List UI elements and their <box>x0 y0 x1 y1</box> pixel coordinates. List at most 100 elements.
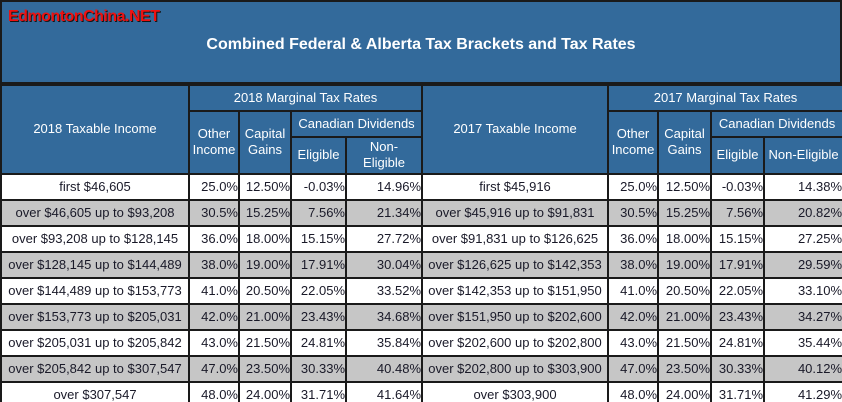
header-row-sub: Other Income Capital Gains Canadian Divi… <box>1 110 842 175</box>
rate-cell: 30.5% <box>607 198 660 227</box>
income-range-cell: over $142,353 up to $151,950 <box>421 276 610 305</box>
col-header-2017-taxable-income: 2017 Taxable Income <box>421 84 610 175</box>
table-row: over $205,842 up to $307,547 47.0% 23.50% 3… <box>0 354 842 383</box>
income-range-cell: over $144,489 up to $153,773 <box>0 276 190 305</box>
tax-table-body: first $46,605 25.0% 12.50% -0.03% 14.96% firs… <box>0 172 842 402</box>
rate-cell: 17.91% <box>290 250 347 279</box>
rate-cell: 41.29% <box>763 380 842 402</box>
col-header-2017-marginal-rates: 2017 Marginal Tax Rates <box>607 84 842 112</box>
rate-cell: 48.0% <box>188 380 240 402</box>
rate-cell: 30.33% <box>710 354 766 383</box>
rate-cell: 30.04% <box>344 250 424 279</box>
rate-cell: 23.50% <box>238 354 292 383</box>
income-range-cell: over $45,916 up to $91,831 <box>421 198 610 227</box>
rate-cell: 22.05% <box>710 276 766 305</box>
rate-cell: 15.25% <box>238 198 292 227</box>
title-banner: EdmontonChina.NET Combined Federal & Alb… <box>0 0 842 84</box>
rate-cell: 25.0% <box>607 172 660 201</box>
rate-cell: 18.00% <box>657 224 713 253</box>
table-row: over $93,208 up to $128,145 36.0% 18.00% 15… <box>0 224 842 253</box>
rate-cell: 21.00% <box>657 302 713 331</box>
rate-cell: 23.43% <box>290 302 347 331</box>
income-range-cell: over $151,950 up to $202,600 <box>421 302 610 331</box>
rate-cell: 30.33% <box>290 354 347 383</box>
rate-cell: 25.0% <box>188 172 240 201</box>
rate-cell: 35.44% <box>763 328 842 357</box>
table-row: over $307,547 48.0% 24.00% 31.71% 41.64% over… <box>0 380 842 402</box>
rate-cell: 24.00% <box>238 380 292 402</box>
table-row: first $46,605 25.0% 12.50% -0.03% 14.96% firs… <box>0 172 842 201</box>
rate-cell: 47.0% <box>188 354 240 383</box>
rate-cell: 24.00% <box>657 380 713 402</box>
rate-cell: 41.0% <box>607 276 660 305</box>
rate-cell: 38.0% <box>188 250 240 279</box>
rate-cell: 43.0% <box>607 328 660 357</box>
income-range-cell: over $93,208 up to $128,145 <box>0 224 190 253</box>
watermark-text: EdmontonChina.NET <box>8 8 160 25</box>
income-range-cell: over $303,900 <box>421 380 610 402</box>
col-header-2018-taxable-income: 2018 Taxable Income <box>0 84 190 175</box>
rate-cell: 34.27% <box>763 302 842 331</box>
col-header-2017-other-income: Other Income <box>607 110 660 175</box>
income-range-cell: first $46,605 <box>0 172 190 201</box>
income-range-cell: over $307,547 <box>0 380 190 402</box>
rate-cell: 15.25% <box>657 198 713 227</box>
rate-cell: 31.71% <box>290 380 347 402</box>
col-header-2017-canadian-dividends: Canadian Dividends <box>710 110 842 138</box>
rate-cell: -0.03% <box>710 172 766 201</box>
income-range-cell: over $205,842 up to $307,547 <box>0 354 190 383</box>
rate-cell: 17.91% <box>710 250 766 279</box>
col-header-2017-non-eligible: Non-Eligible <box>763 136 842 175</box>
col-header-2018-other-income: Other Income <box>188 110 240 175</box>
table-row: over $144,489 up to $153,773 41.0% 20.50% 2… <box>0 276 842 305</box>
col-header-2018-eligible: Eligible <box>290 136 347 175</box>
rate-cell: 42.0% <box>188 302 240 331</box>
col-header-2018-canadian-dividends: Canadian Dividends <box>289 110 424 138</box>
table-row: over $128,145 up to $144,489 38.0% 19.00% 1… <box>0 250 842 279</box>
rate-cell: 27.72% <box>344 224 424 253</box>
rate-cell: 21.50% <box>238 328 292 357</box>
col-header-2018-capital-gains: Capital Gains <box>238 110 292 175</box>
income-range-cell: over $128,145 up to $144,489 <box>0 250 190 279</box>
rate-cell: 7.56% <box>290 198 347 227</box>
header-row-group: 2018 Taxable Income 2018 Marginal Tax Ra… <box>0 84 842 175</box>
income-range-cell: over $91,831 up to $126,625 <box>421 224 610 253</box>
rate-cell: 33.10% <box>763 276 842 305</box>
tax-table: 2018 Taxable Income 2018 Marginal Tax Ra… <box>0 84 842 402</box>
rate-cell: 41.0% <box>188 276 240 305</box>
header-row-dividend-types: Eligible Non-Eligible Eligible Non-Eligi… <box>1 136 842 175</box>
rate-cell: 12.50% <box>657 172 713 201</box>
rate-cell: 20.50% <box>238 276 292 305</box>
rate-cell: 40.48% <box>344 354 424 383</box>
rate-cell: 7.56% <box>710 198 766 227</box>
rate-cell: 36.0% <box>188 224 240 253</box>
rate-cell: 30.5% <box>188 198 240 227</box>
rate-cell: 42.0% <box>607 302 660 331</box>
rate-cell: 35.84% <box>344 328 424 357</box>
rate-cell: 14.38% <box>763 172 842 201</box>
page-title: Combined Federal & Alberta Tax Brackets … <box>206 36 636 53</box>
rate-cell: 20.82% <box>763 198 842 227</box>
table-row: over $205,031 up to $205,842 43.0% 21.50% 2… <box>0 328 842 357</box>
income-range-cell: over $153,773 up to $205,031 <box>0 302 190 331</box>
table-row: over $153,773 up to $205,031 42.0% 21.00% 2… <box>0 302 842 331</box>
rate-cell: 15.15% <box>710 224 766 253</box>
rate-cell: 21.50% <box>657 328 713 357</box>
rate-cell: 36.0% <box>607 224 660 253</box>
rate-cell: 48.0% <box>607 380 660 402</box>
rate-cell: 29.59% <box>763 250 842 279</box>
income-range-cell: over $126,625 up to $142,353 <box>421 250 610 279</box>
rate-cell: 24.81% <box>710 328 766 357</box>
rate-cell: 31.71% <box>710 380 766 402</box>
rate-cell: -0.03% <box>290 172 347 201</box>
rate-cell: 23.43% <box>710 302 766 331</box>
rate-cell: 20.50% <box>657 276 713 305</box>
rate-cell: 23.50% <box>657 354 713 383</box>
income-range-cell: over $202,800 up to $303,900 <box>421 354 610 383</box>
rate-cell: 27.25% <box>763 224 842 253</box>
income-range-cell: over $205,031 up to $205,842 <box>0 328 190 357</box>
rate-cell: 33.52% <box>344 276 424 305</box>
income-range-cell: first $45,916 <box>421 172 610 201</box>
rate-cell: 21.00% <box>238 302 292 331</box>
rate-cell: 24.81% <box>290 328 347 357</box>
